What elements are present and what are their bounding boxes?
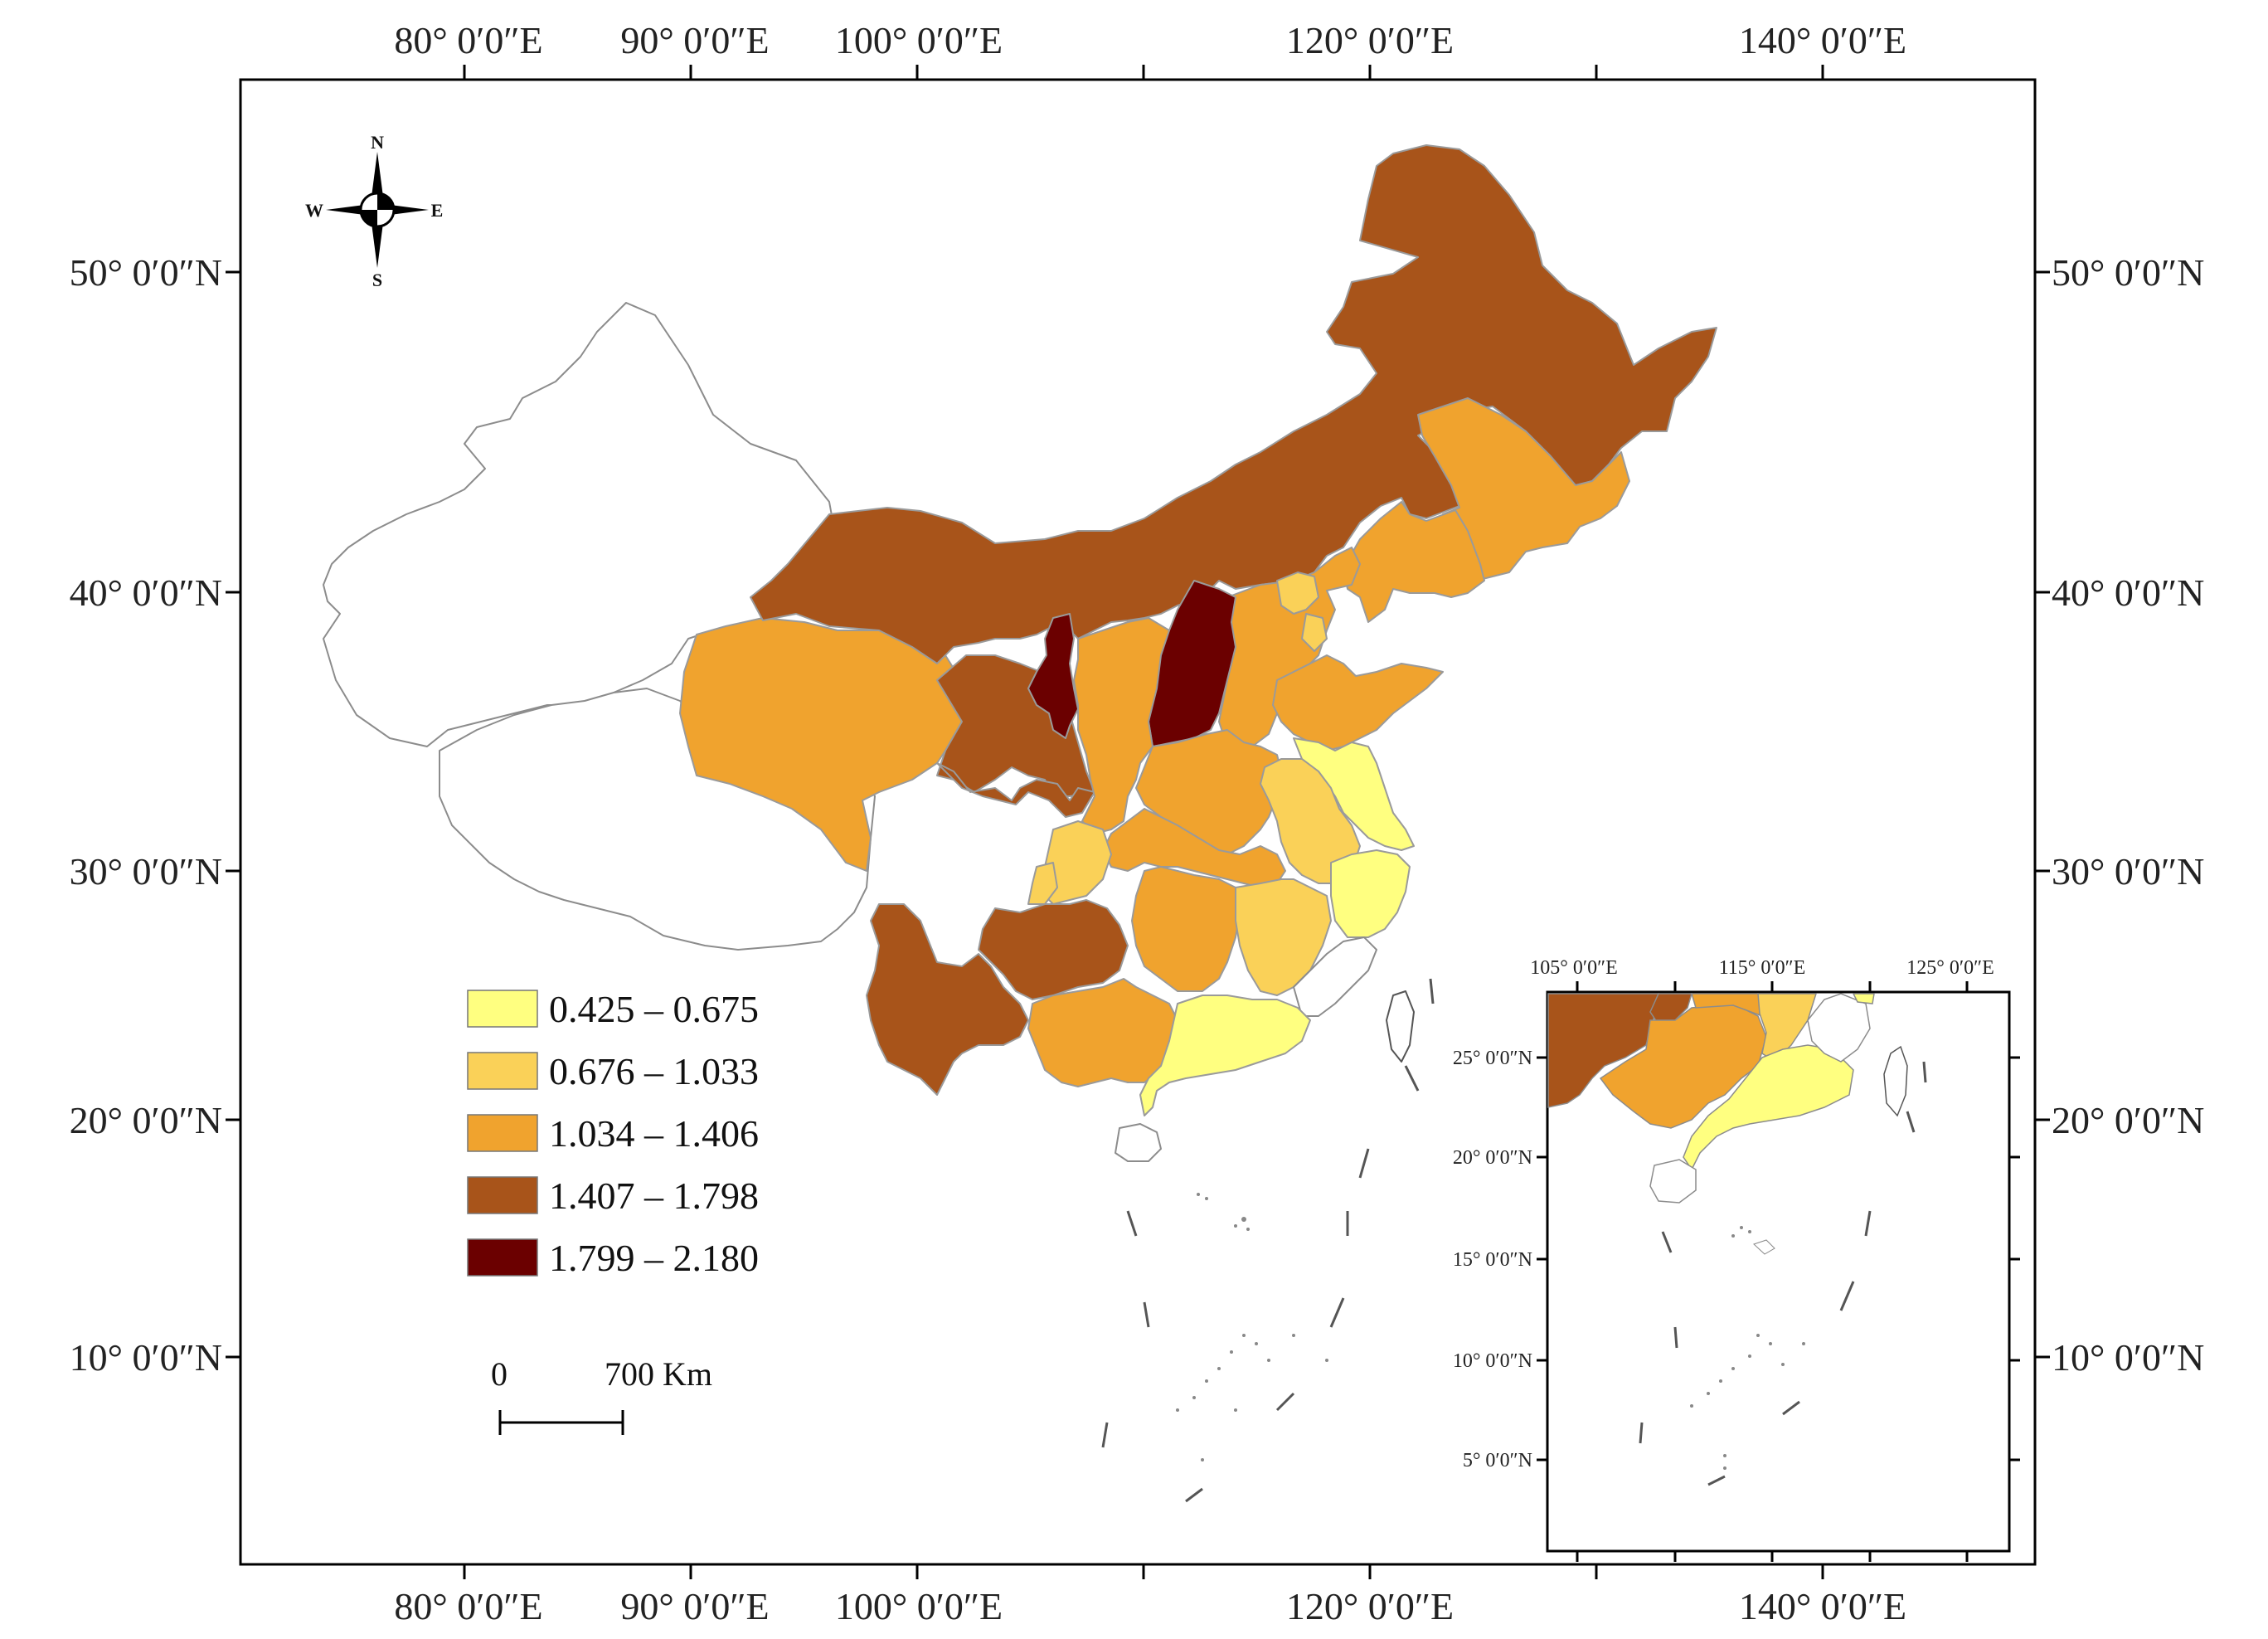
right-tick-label: 40° 0′0″N <box>2052 571 2204 614</box>
legend-label: 0.425 – 0.675 <box>549 988 759 1030</box>
region-guizhou <box>978 899 1129 1000</box>
bottom-tick-label: 80° 0′0″E <box>394 1585 542 1627</box>
region-zhejiang <box>1330 849 1411 938</box>
legend-label: 1.407 – 1.798 <box>549 1175 759 1217</box>
top-tick-label: 90° 0′0″E <box>620 19 769 61</box>
legend-swatch <box>467 1052 538 1090</box>
scale-bar: 0 700 Km <box>491 1355 712 1435</box>
top-tick-label: 100° 0′0″E <box>835 19 1003 61</box>
left-tick-label: 10° 0′0″N <box>70 1336 222 1379</box>
inset-region-fujian <box>1807 993 1871 1063</box>
left-tick-label: 30° 0′0″N <box>70 850 222 892</box>
inset-left-tick: 15° 0′0″N <box>1453 1249 1532 1271</box>
legend: 0.425 – 0.675 0.676 – 1.033 1.034 – 1.40… <box>467 988 759 1279</box>
region-ningxia <box>1027 613 1079 739</box>
region-beijing <box>1276 571 1319 615</box>
region-taiwan <box>1386 990 1415 1063</box>
region-shandong <box>1272 654 1444 751</box>
top-tick-label: 120° 0′0″E <box>1286 19 1454 61</box>
compass-e: E <box>431 200 444 221</box>
region-hunan <box>1131 866 1241 992</box>
region-yunnan <box>866 903 1029 1096</box>
region-shaanxi <box>1073 617 1170 834</box>
right-tick-label: 20° 0′0″N <box>2052 1099 2204 1141</box>
map-frame <box>239 78 2037 1566</box>
inset-top-tick: 115° 0′0″E <box>1719 957 1806 979</box>
inset-region-taiwan <box>1883 1045 1908 1117</box>
compass-icon: N S W E <box>305 132 443 290</box>
compass-w: W <box>305 200 323 221</box>
bottom-tick-label: 140° 0′0″E <box>1739 1585 1906 1627</box>
legend-swatch <box>467 1114 538 1152</box>
compass-n: N <box>371 132 384 153</box>
inset-left-tick: 25° 0′0″N <box>1453 1048 1532 1069</box>
inset-left-tick: 20° 0′0″N <box>1453 1147 1532 1169</box>
inset-top-tick: 105° 0′0″E <box>1530 957 1618 979</box>
sea-islands <box>1176 1193 1328 1461</box>
left-tick-label: 50° 0′0″N <box>70 251 222 294</box>
region-qinghai <box>679 617 967 872</box>
sea-boundary-dashes <box>1101 978 1435 1503</box>
region-liaoning <box>1343 501 1485 623</box>
top-tick-label: 140° 0′0″E <box>1739 19 1906 61</box>
region-fujian <box>1293 936 1377 1017</box>
frame-tick-marks <box>226 65 2050 1579</box>
compass-s: S <box>372 270 382 290</box>
bottom-tick-label: 90° 0′0″E <box>620 1585 769 1627</box>
left-tick-label: 20° 0′0″N <box>70 1099 222 1141</box>
right-tick-label: 10° 0′0″N <box>2052 1336 2204 1379</box>
right-tick-label: 50° 0′0″N <box>2052 251 2204 294</box>
left-tick-label: 40° 0′0″N <box>70 571 222 614</box>
legend-swatch <box>467 1176 538 1214</box>
region-guangdong <box>1139 995 1311 1116</box>
inset-region-hunan <box>1690 993 1763 1018</box>
legend-label: 1.034 – 1.406 <box>549 1112 759 1155</box>
scale-start-label: 0 <box>491 1355 508 1393</box>
region-jiangxi <box>1235 878 1332 996</box>
region-hebei <box>1218 547 1361 747</box>
inset-top-tick: 125° 0′0″E <box>1906 957 1994 979</box>
region-tianjin <box>1301 613 1328 652</box>
legend-swatch <box>467 1238 538 1277</box>
top-tick-label: 80° 0′0″E <box>394 19 542 61</box>
region-gansu-east <box>936 762 1095 818</box>
region-inner-mongolia <box>750 144 1717 664</box>
region-hainan <box>1115 1123 1162 1162</box>
legend-swatch <box>467 990 538 1028</box>
scale-end-label: 700 Km <box>605 1355 712 1393</box>
inset-region-hainan <box>1649 1159 1697 1204</box>
legend-label: 1.799 – 2.180 <box>549 1237 759 1279</box>
bottom-tick-label: 120° 0′0″E <box>1286 1585 1454 1627</box>
inset-map: 105° 0′0″E 115° 0′0″E 125° 0′0″E 25° 0′0… <box>1453 957 2020 1562</box>
region-henan <box>1135 729 1282 855</box>
map-regions <box>323 144 1717 1162</box>
right-tick-label: 30° 0′0″N <box>2052 850 2204 892</box>
bottom-tick-label: 100° 0′0″E <box>835 1585 1003 1627</box>
inset-left-tick: 5° 0′0″N <box>1463 1450 1532 1471</box>
legend-label: 0.676 – 1.033 <box>549 1050 759 1092</box>
inset-region-zhejiang <box>1852 993 1875 1004</box>
inset-left-tick: 10° 0′0″N <box>1453 1350 1532 1372</box>
